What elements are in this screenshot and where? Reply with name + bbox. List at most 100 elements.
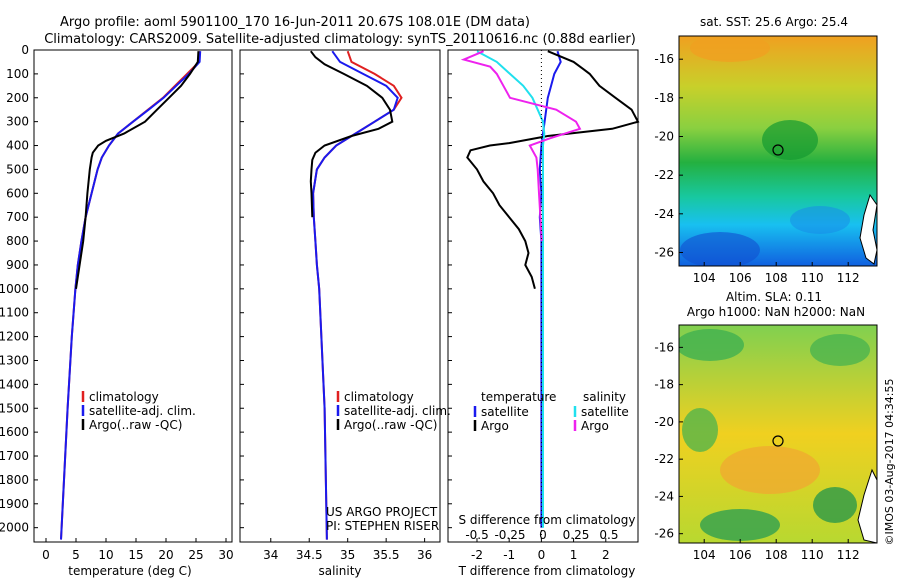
series-line bbox=[75, 51, 200, 289]
sst-cyan-patch bbox=[790, 206, 850, 234]
legend-label: Argo(..raw -QC) bbox=[344, 418, 437, 432]
series-line bbox=[476, 50, 546, 528]
depth-tick-label: 1400 bbox=[0, 377, 29, 391]
depth-axis: 0 100 200 300 400 500 600 700 800 900 1000 1100 1200… bbox=[0, 43, 452, 535]
salinity-panel-frame bbox=[239, 49, 441, 543]
map-x-tick-label: 108 bbox=[765, 548, 788, 562]
x-tick-label: 25 bbox=[188, 548, 203, 562]
depth-tick-label: 1600 bbox=[0, 425, 29, 439]
legend-label: satellite-adj. clim. bbox=[89, 404, 196, 418]
sla-orange-patch bbox=[720, 446, 820, 494]
map-y-tick-label: -16 bbox=[654, 52, 674, 66]
s-tick-label: -0.5 bbox=[465, 528, 488, 542]
s-tick-label: 0.25 bbox=[563, 528, 590, 542]
s-difference-axis-label: S difference from climatology bbox=[459, 513, 636, 527]
x-tick-label: -2 bbox=[471, 548, 483, 562]
difference-panel: -2 -1 0 1 2 -0.5 -0.25 0 0.25 0.5 temperature salin… bbox=[460, 50, 640, 562]
figure-title-line2: Climatology: CARS2009. Satellite-adjuste… bbox=[44, 32, 636, 47]
sst-map-title: sat. SST: 25.6 Argo: 25.4 bbox=[700, 15, 848, 29]
series-line bbox=[309, 50, 394, 218]
legend-header-salinity: salinity bbox=[583, 390, 626, 404]
depth-tick-label: 100 bbox=[6, 67, 29, 81]
map-y-tick-label: -22 bbox=[654, 452, 674, 466]
project-label: US ARGO PROJECT bbox=[326, 505, 438, 519]
map-y-tick-label: -18 bbox=[654, 91, 674, 105]
sst-cold-patch bbox=[680, 232, 760, 266]
legend-label: Argo bbox=[481, 419, 509, 433]
sst-map-frame bbox=[678, 35, 878, 267]
sla-map-frame bbox=[678, 324, 878, 544]
x-tick-label: 1 bbox=[570, 548, 578, 562]
x-tick-label: 35 bbox=[340, 548, 355, 562]
map-y-tick-label: -24 bbox=[654, 489, 674, 503]
sst-cool-patch bbox=[762, 120, 818, 160]
map-y-tick-label: -16 bbox=[654, 340, 674, 354]
map-x-tick-label: 110 bbox=[801, 271, 824, 285]
sst-warm-patch bbox=[690, 36, 770, 62]
map-x-tick-label: 104 bbox=[693, 548, 716, 562]
x-tick-label: 30 bbox=[218, 548, 233, 562]
sla-green-patch-4 bbox=[700, 509, 780, 541]
salinity-axis-label: salinity bbox=[318, 564, 361, 578]
depth-tick-label: 800 bbox=[6, 234, 29, 248]
temperature-axis-label: temperature (deg C) bbox=[68, 564, 191, 578]
map-y-tick-label: -18 bbox=[654, 378, 674, 392]
legend-label: satellite-adj. clim. bbox=[344, 404, 451, 418]
map-y-tick-label: -22 bbox=[654, 168, 674, 182]
depth-tick-label: 1100 bbox=[0, 306, 29, 320]
figure-title-line1: Argo profile: aoml 5901100_170 16-Jun-20… bbox=[60, 15, 530, 30]
s-tick-label: 0 bbox=[539, 528, 547, 542]
depth-tick-label: 300 bbox=[6, 115, 29, 129]
map-x-tick-label: 104 bbox=[693, 271, 716, 285]
x-tick-label: 2 bbox=[602, 548, 610, 562]
imos-stamp: ©IMOS 03-Aug-2017 04:34:55 bbox=[883, 379, 896, 546]
depth-tick-label: 1300 bbox=[0, 353, 29, 367]
depth-tick-label: 400 bbox=[6, 139, 29, 153]
map-y-tick-label: -24 bbox=[654, 207, 674, 221]
legend-label: Argo(..raw -QC) bbox=[89, 418, 182, 432]
t-difference-axis-label: T difference from climatology bbox=[458, 564, 636, 578]
pi-label: PI: STEPHEN RISER bbox=[326, 519, 439, 533]
depth-tick-label: 1000 bbox=[0, 282, 29, 296]
salinity-panel: 34 34.5 35 35.5 36 climatologysatellite-adj. … bbox=[263, 50, 451, 562]
depth-tick-label: 900 bbox=[6, 258, 29, 272]
depth-tick-label: 500 bbox=[6, 162, 29, 176]
x-tick-label: 10 bbox=[98, 548, 113, 562]
series-line bbox=[312, 50, 399, 540]
sst-map-ticks: 104 106 108 110 112 -16 -18 -20 -22 -24 -26 bbox=[654, 52, 859, 285]
map-x-tick-label: 112 bbox=[837, 271, 860, 285]
sla-map-title: Altim. SLA: 0.11 bbox=[726, 290, 822, 304]
sla-green-patch-2 bbox=[810, 334, 870, 366]
depth-tick-label: 1800 bbox=[0, 473, 29, 487]
depth-tick-label: 1700 bbox=[0, 449, 29, 463]
sst-coastline bbox=[859, 193, 877, 265]
map-x-tick-label: 108 bbox=[765, 271, 788, 285]
map-y-tick-label: -20 bbox=[654, 130, 674, 144]
sla-green-patch-3 bbox=[682, 408, 718, 452]
map-x-tick-label: 106 bbox=[729, 271, 752, 285]
x-tick-label: 20 bbox=[158, 548, 173, 562]
x-tick-label: 35.5 bbox=[373, 548, 400, 562]
legend-header-temperature: temperature bbox=[481, 390, 556, 404]
sla-green-patch-5 bbox=[813, 487, 857, 523]
s-tick-label: -0.25 bbox=[494, 528, 525, 542]
x-tick-label: 34 bbox=[263, 548, 278, 562]
depth-tick-label: 200 bbox=[6, 91, 29, 105]
x-tick-label: 0 bbox=[538, 548, 546, 562]
x-tick-label: 36 bbox=[417, 548, 432, 562]
depth-tick-label: 1200 bbox=[0, 330, 29, 344]
series-line bbox=[538, 50, 562, 528]
sla-map-ticks: 104 106 108 110 112 -16 -18 -20 -22 -24 -26 bbox=[654, 340, 859, 562]
sla-argo-marker bbox=[772, 435, 784, 447]
x-tick-label: 34.5 bbox=[296, 548, 323, 562]
map-x-tick-label: 110 bbox=[801, 548, 824, 562]
temperature-panel-frame bbox=[33, 49, 233, 543]
sla-green-patch-1 bbox=[679, 329, 744, 361]
depth-tick-label: 2000 bbox=[0, 521, 29, 535]
legend-label: Argo bbox=[581, 419, 609, 433]
series-line bbox=[460, 50, 582, 242]
legend-label: climatology bbox=[89, 390, 159, 404]
depth-tick-label: 1900 bbox=[0, 497, 29, 511]
sla-coastline bbox=[857, 468, 877, 543]
